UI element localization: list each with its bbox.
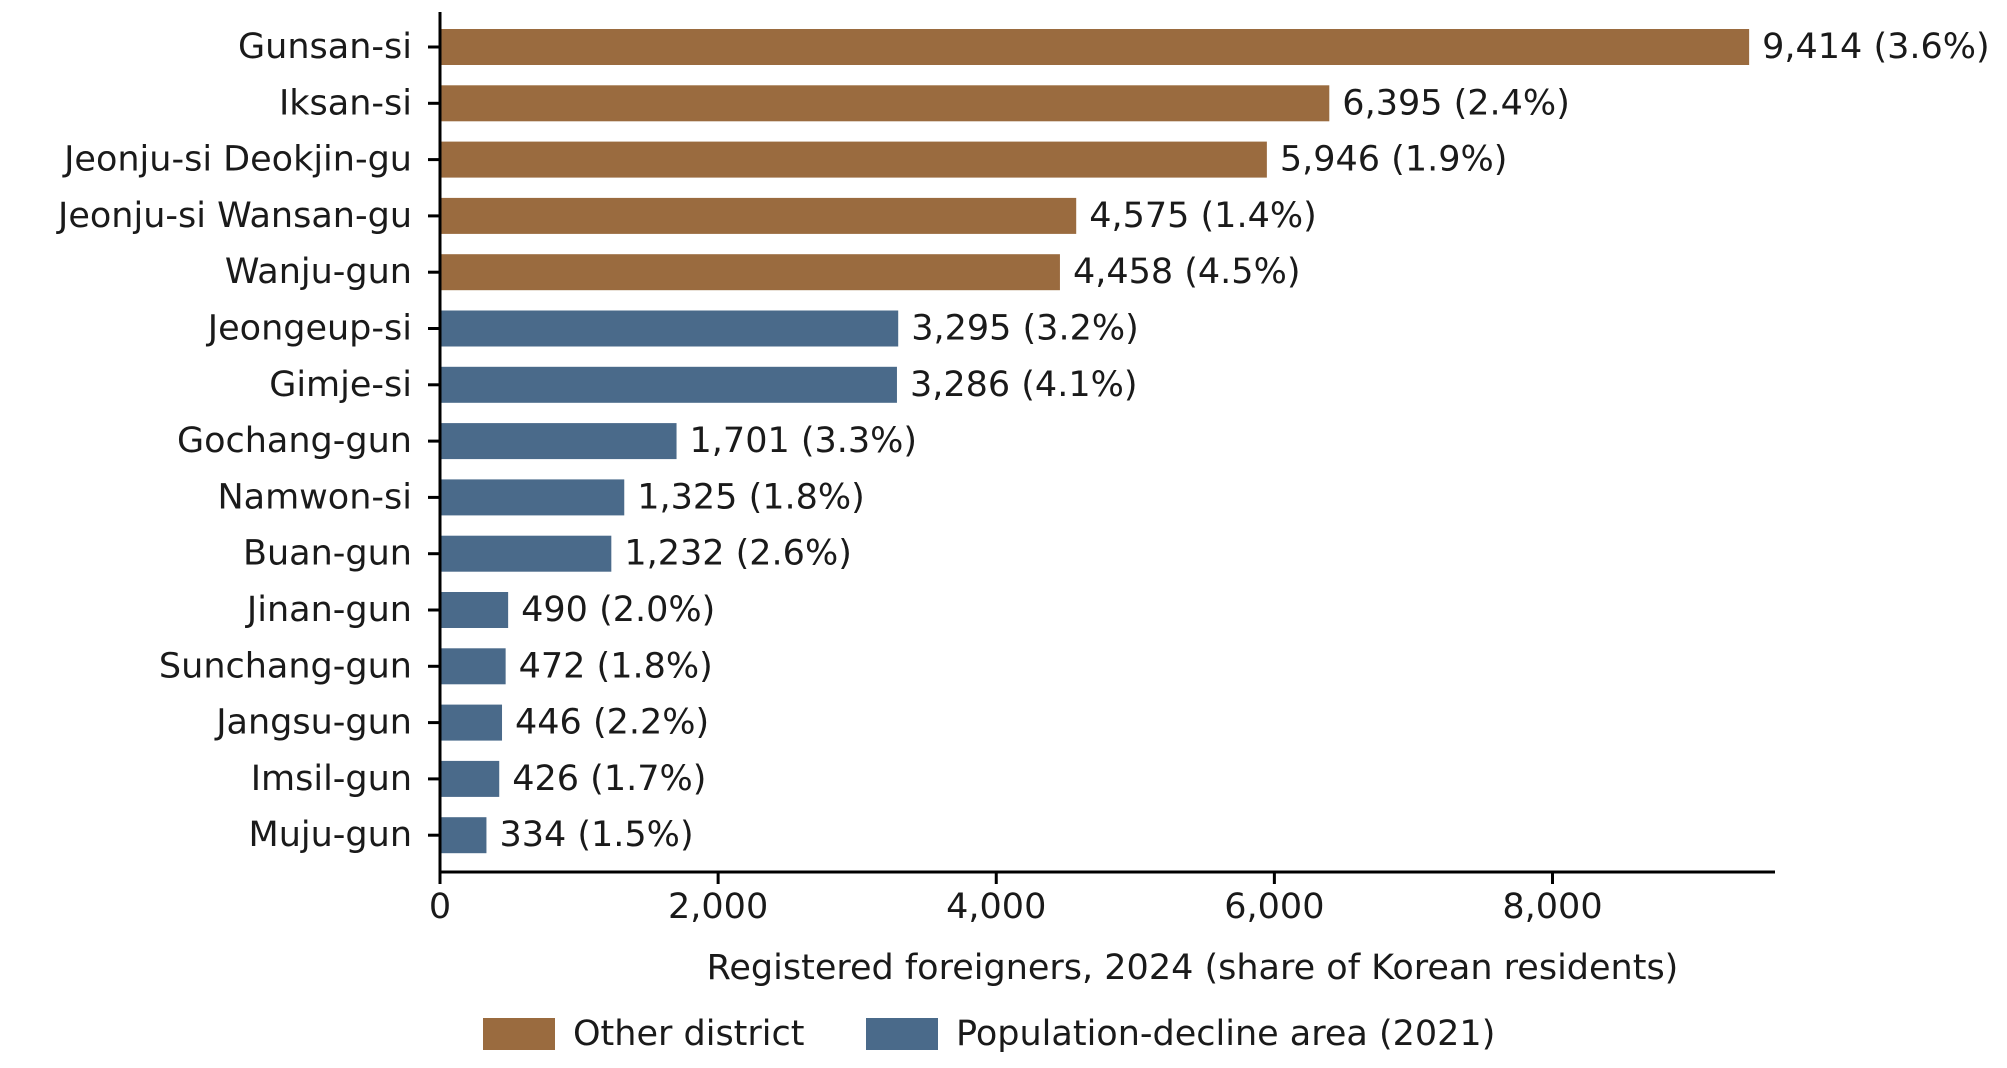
data-label: 1,325 (1.8%) [637,477,865,517]
bars-layer [440,29,1750,854]
category-label: Iksan-si [279,83,412,123]
data-label: 6,395 (2.4%) [1342,83,1570,123]
data-label: 4,458 (4.5%) [1073,252,1301,292]
bar-iksan-si [440,85,1330,122]
category-label: Sunchang-gun [159,646,412,686]
category-label: Jangsu-gun [214,703,412,743]
bar-jeonju-si-deokjin-gu [440,141,1267,178]
bar-muju-gun [440,817,487,854]
labels-layer: Gunsan-si 9,414 (3.6%) Iksan-si 6,395 (2.4%… [56,27,1990,855]
category-label: Jeongeup-si [206,309,412,349]
data-label: 472 (1.8%) [519,646,713,686]
data-label: 446 (2.2%) [515,703,709,743]
legend-label: Population-decline area (2021) [956,1014,1495,1054]
data-label: 3,295 (3.2%) [911,309,1139,349]
bar-gimje-si [440,366,897,403]
legend: Other district Population-decline area (2… [483,1014,1495,1054]
category-label: Gunsan-si [238,27,412,67]
category-label: Namwon-si [217,477,412,517]
x-ticks-layer: 0 2,000 4,000 6,000 8,000 [429,872,1603,927]
bar-sunchang-gun [440,648,506,685]
data-label: 1,232 (2.6%) [624,534,852,574]
bar-wanju-gun [440,254,1060,291]
bar-jeonju-si-wansan-gu [440,197,1077,234]
category-label: Buan-gun [243,534,412,574]
data-label: 426 (1.7%) [512,759,706,799]
data-label: 9,414 (3.6%) [1762,27,1990,67]
legend-swatch-other-district [483,1018,555,1050]
bar-gochang-gun [440,423,677,460]
x-tick-label: 6,000 [1224,887,1324,927]
data-label: 490 (2.0%) [521,590,715,630]
category-label: Jinan-gun [245,590,412,630]
x-axis-title: Registered foreigners, 2024 (share of Ko… [707,948,1679,988]
bar-jinan-gun [440,592,509,628]
data-label: 4,575 (1.4%) [1089,196,1317,236]
data-label: 334 (1.5%) [499,815,693,855]
x-tick-label: 0 [429,887,451,927]
bar-buan-gun [440,535,612,572]
x-tick-label: 8,000 [1502,887,1602,927]
data-label: 3,286 (4.1%) [910,365,1138,405]
category-label: Jeonju-si Wansan-gu [56,196,412,236]
bar-imsil-gun [440,760,500,797]
category-label: Jeonju-si Deokjin-gu [62,140,412,180]
category-label: Muju-gun [249,815,413,855]
x-tick-label: 2,000 [668,887,768,927]
data-label: 1,701 (3.3%) [690,421,918,461]
bar-gunsan-si [440,29,1750,65]
bar-jeongeup-si [440,310,899,347]
legend-swatch-population-decline [866,1018,938,1050]
legend-label: Other district [573,1014,804,1054]
category-label: Gimje-si [269,365,412,405]
bar-jangsu-gun [440,704,503,741]
category-label: Gochang-gun [177,421,412,461]
category-label: Wanju-gun [225,252,412,292]
bar-namwon-si [440,479,625,516]
category-label: Imsil-gun [251,759,412,799]
x-tick-label: 4,000 [946,887,1046,927]
data-label: 5,946 (1.9%) [1280,140,1508,180]
